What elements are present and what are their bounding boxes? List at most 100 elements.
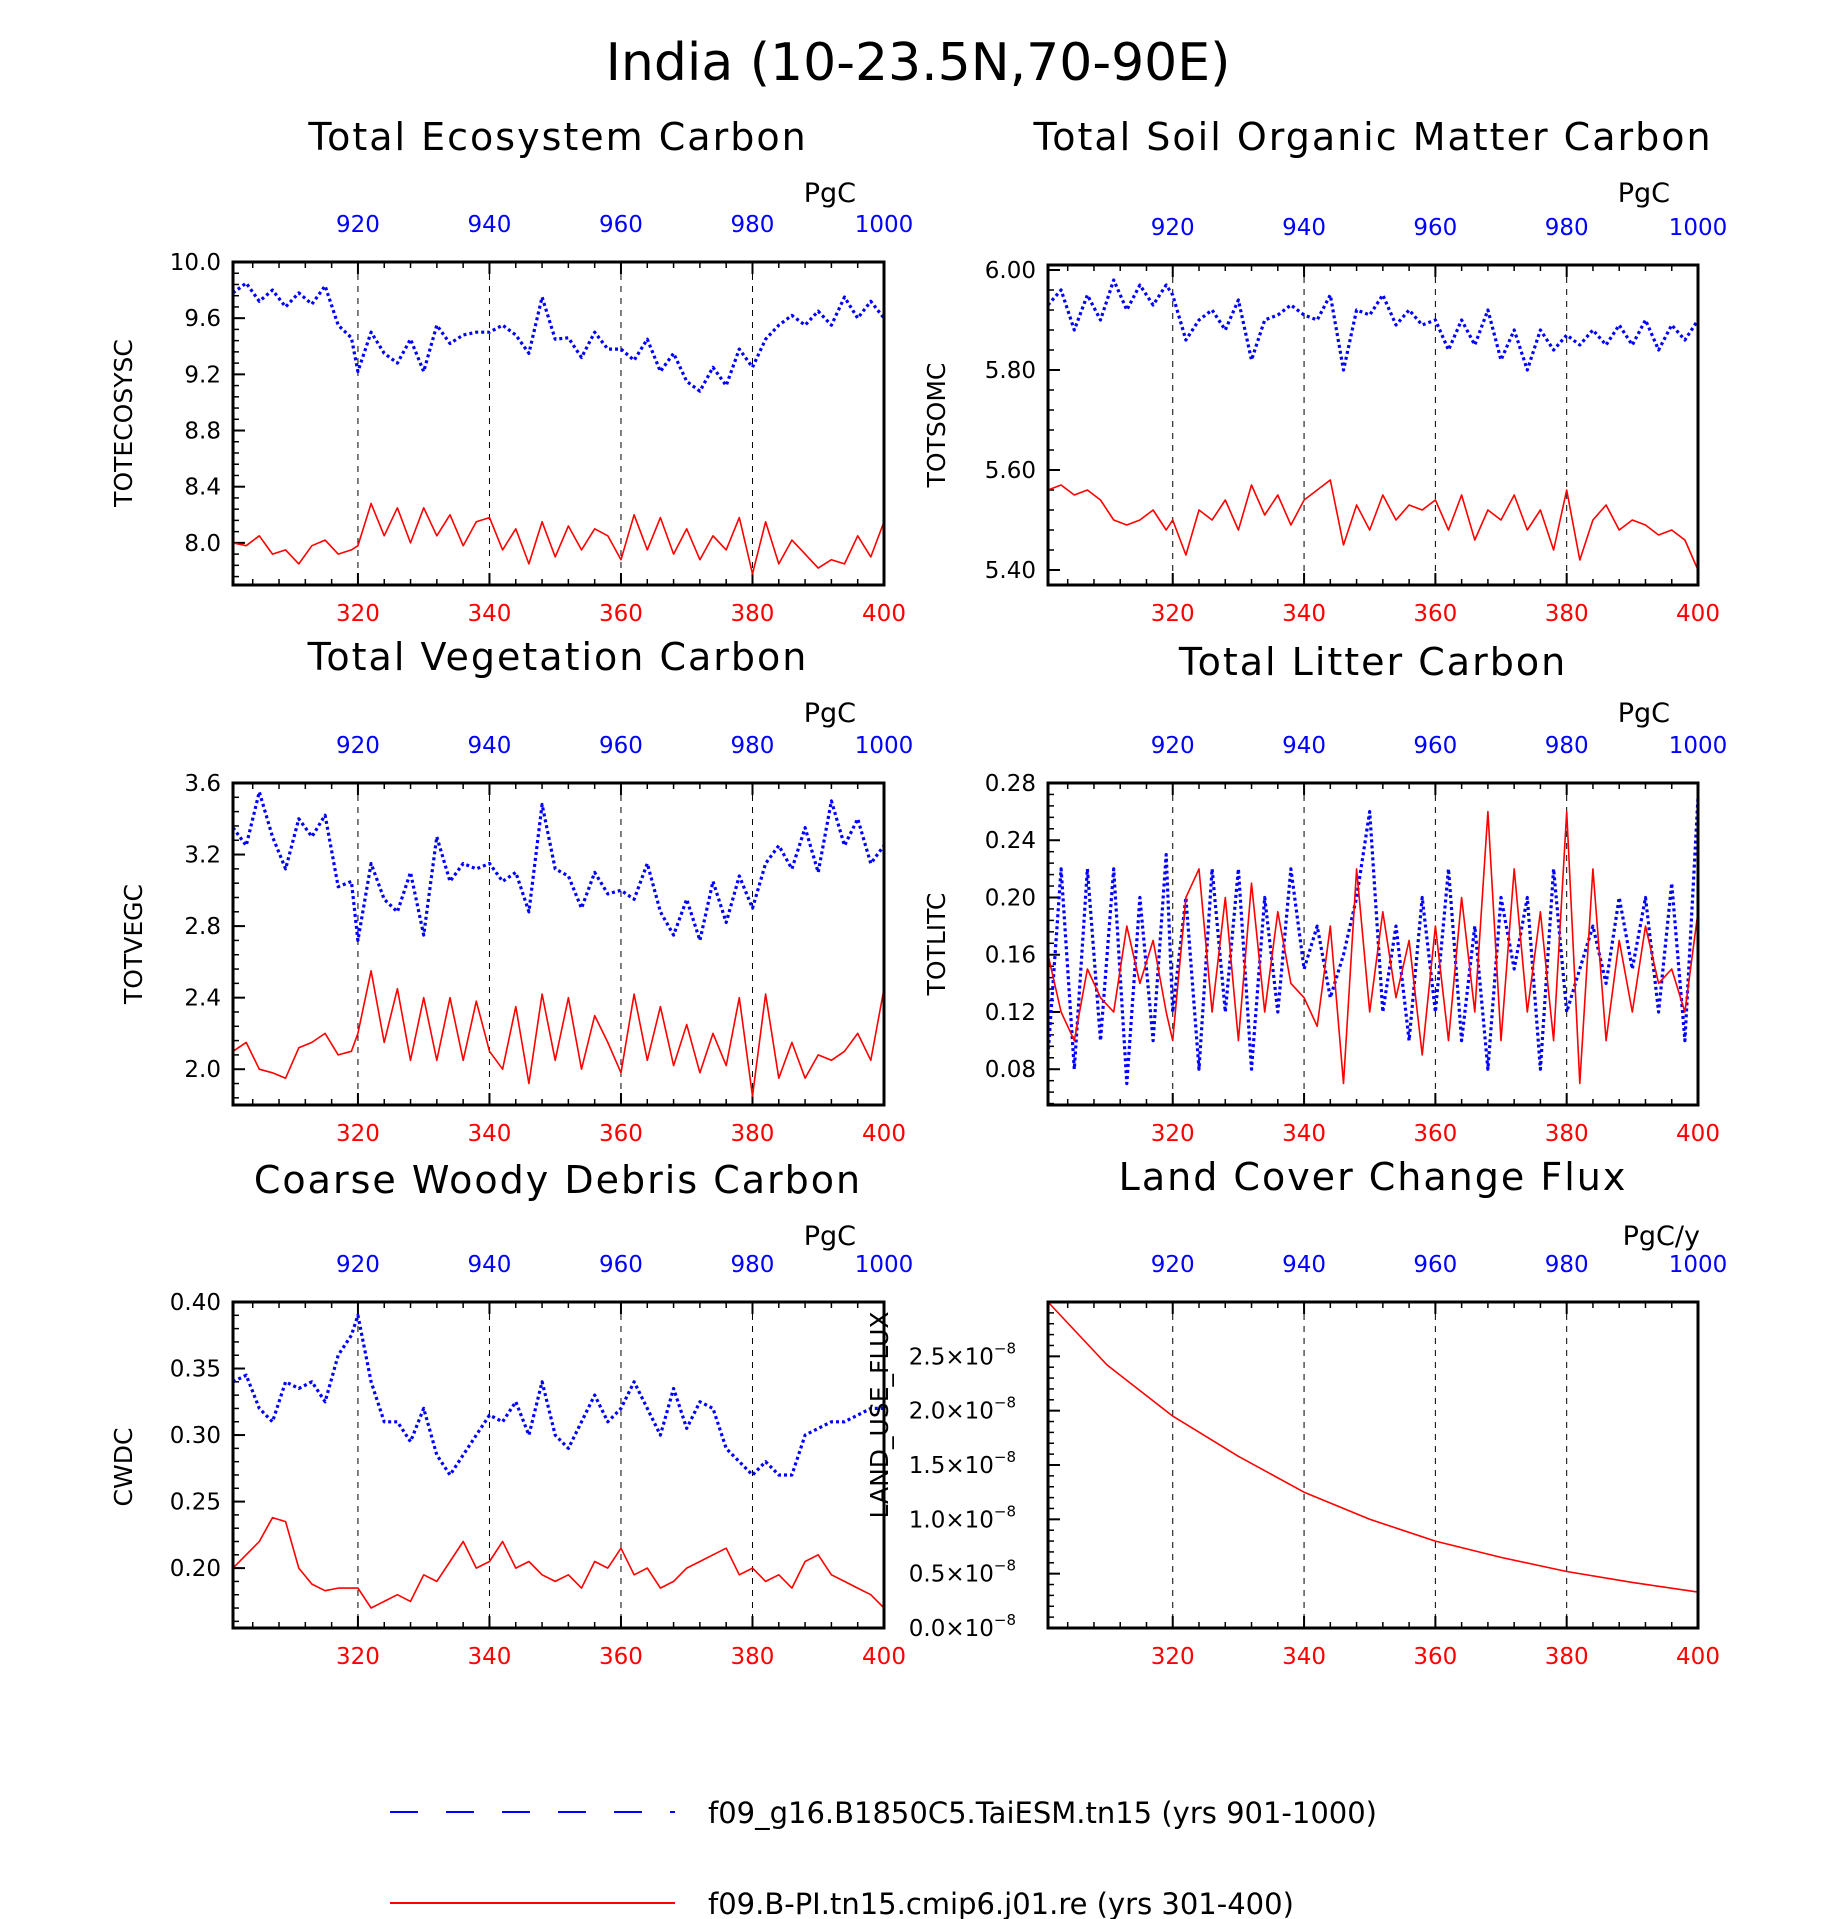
x-tick-label-top: 1000 [1669, 733, 1728, 759]
x-tick-label-bottom: 400 [1676, 601, 1720, 627]
y-tick-label: 1.5×10−8 [909, 1448, 1016, 1479]
panel-title: Total Vegetation Carbon [307, 635, 809, 679]
series-line [232, 969, 885, 1097]
panel-1: Total Ecosystem Carbon PgC TOTECOSYSC 320 34… [109, 115, 913, 627]
series-line [1046, 278, 1700, 372]
x-tick-label-top: 940 [468, 733, 512, 759]
x-tick-label-bottom: 400 [1676, 1644, 1720, 1670]
x-tick-label-top: 980 [1545, 215, 1589, 241]
x-tick-label-top: 960 [599, 733, 643, 759]
x-tick-label-bottom: 380 [1545, 601, 1589, 627]
y-tick-label: 0.28 [985, 771, 1036, 797]
x-tick-label-bottom: 320 [1151, 1121, 1195, 1147]
x-tick-label-top: 980 [1545, 733, 1589, 759]
x-tick-label-top: 920 [1151, 1252, 1195, 1278]
series-line [232, 281, 886, 393]
series-line [1046, 797, 1700, 1086]
y-tick-label: 0.35 [170, 1357, 221, 1383]
y-tick-label: 1.0×10−8 [909, 1502, 1016, 1533]
x-tick-label-top: 960 [1413, 733, 1457, 759]
units-label: PgC/y [1623, 1221, 1700, 1252]
x-tick-label-top: 1000 [1669, 1252, 1728, 1278]
plot-frame [231, 781, 886, 1107]
x-tick-label-top: 920 [336, 212, 380, 238]
legend-item: f09_g16.B1850C5.TaiESM.tn15 (yrs 901-100… [390, 1796, 1377, 1830]
y-tick-label: 8.0 [184, 531, 221, 557]
x-tick-label-top: 960 [599, 1252, 643, 1278]
x-tick-label-top: 980 [731, 212, 775, 238]
x-tick-label-bottom: 400 [862, 1644, 906, 1670]
y-tick-label: 8.8 [184, 419, 221, 445]
x-tick-label-top: 980 [1545, 1252, 1589, 1278]
x-tick-label-top: 960 [1413, 215, 1457, 241]
y-tick-label: 0.30 [170, 1423, 221, 1449]
y-tick-label: 2.5×10−8 [909, 1339, 1016, 1370]
panel-3: Total Vegetation Carbon PgC TOTVEGC 320 340 3… [119, 635, 913, 1147]
x-tick-label-top: 980 [731, 1252, 775, 1278]
panel-2: Total Soil Organic Matter Carbon PgC TOTSO… [922, 115, 1727, 627]
x-tick-label-bottom: 340 [468, 601, 512, 627]
x-tick-label-bottom: 320 [336, 1644, 380, 1670]
y-tick-label: 0.5×10−8 [909, 1557, 1016, 1588]
legend: f09_g16.B1850C5.TaiESM.tn15 (yrs 901-100… [390, 1796, 1377, 1919]
x-tick-label-top: 1000 [855, 733, 914, 759]
x-tick-label-top: 1000 [1669, 215, 1728, 241]
x-tick-label-top: 920 [1151, 733, 1195, 759]
panel-6: Land Cover Change Flux PgC/y LAND_USE_FLUX… [865, 1155, 1727, 1670]
x-tick-label-top: 960 [1413, 1252, 1457, 1278]
panel-title: Total Soil Organic Matter Carbon [1032, 115, 1712, 159]
figure-title: India (10-23.5N,70-90E) [606, 33, 1231, 93]
plot-frame [1046, 1300, 1700, 1630]
y-tick-label: 2.4 [184, 986, 221, 1012]
x-tick-label-top: 1000 [855, 212, 914, 238]
plot-frame [231, 1300, 886, 1630]
y-tick-label: 3.6 [184, 771, 221, 797]
y-tick-label: 8.4 [184, 475, 221, 501]
x-tick-label-bottom: 360 [1413, 1121, 1457, 1147]
plot-frame [1046, 781, 1700, 1107]
series-line [232, 1313, 884, 1477]
x-tick-label-top: 1000 [855, 1252, 914, 1278]
y-tick-label: 6.00 [985, 258, 1036, 284]
x-tick-label-bottom: 360 [599, 1121, 643, 1147]
y-axis-label: CWDC [109, 1428, 138, 1507]
panel-5: Coarse Woody Debris Carbon PgC CWDC 320 340 3… [109, 1158, 913, 1670]
x-tick-label-top: 980 [731, 733, 775, 759]
series-line [232, 502, 885, 575]
x-tick-label-bottom: 320 [1151, 601, 1195, 627]
units-label: PgC [804, 698, 856, 729]
y-tick-label: 5.60 [985, 458, 1036, 484]
units-label: PgC [1618, 698, 1670, 729]
plot-frame [1046, 263, 1700, 587]
y-tick-label: 2.0×10−8 [909, 1394, 1016, 1425]
series-line [1047, 1301, 1699, 1593]
x-tick-label-bottom: 320 [1151, 1644, 1195, 1670]
x-tick-label-bottom: 380 [731, 1121, 775, 1147]
x-tick-label-bottom: 360 [599, 601, 643, 627]
y-tick-label: 9.6 [184, 306, 221, 332]
y-tick-label: 9.2 [184, 362, 221, 388]
y-tick-label: 2.0 [184, 1057, 221, 1083]
units-label: PgC [1618, 178, 1670, 209]
x-tick-label-top: 920 [336, 733, 380, 759]
x-tick-label-bottom: 360 [1413, 601, 1457, 627]
x-tick-label-bottom: 340 [468, 1121, 512, 1147]
x-tick-label-bottom: 400 [862, 601, 906, 627]
y-tick-label: 10.0 [170, 250, 221, 276]
x-tick-label-top: 960 [599, 212, 643, 238]
x-tick-label-bottom: 320 [336, 1121, 380, 1147]
x-tick-label-top: 940 [1282, 733, 1326, 759]
x-tick-label-top: 940 [468, 1252, 512, 1278]
y-tick-label: 0.16 [985, 943, 1036, 969]
panel-title: Total Litter Carbon [1178, 640, 1567, 684]
x-tick-label-top: 940 [468, 212, 512, 238]
y-tick-label: 0.24 [985, 828, 1036, 854]
x-tick-label-bottom: 340 [1282, 601, 1326, 627]
series-line [232, 1516, 885, 1609]
y-tick-label: 3.2 [184, 843, 221, 869]
units-label: PgC [804, 1221, 856, 1252]
y-tick-label: 5.40 [985, 558, 1036, 584]
series-line [1047, 810, 1699, 1085]
y-tick-label: 0.08 [985, 1057, 1036, 1083]
